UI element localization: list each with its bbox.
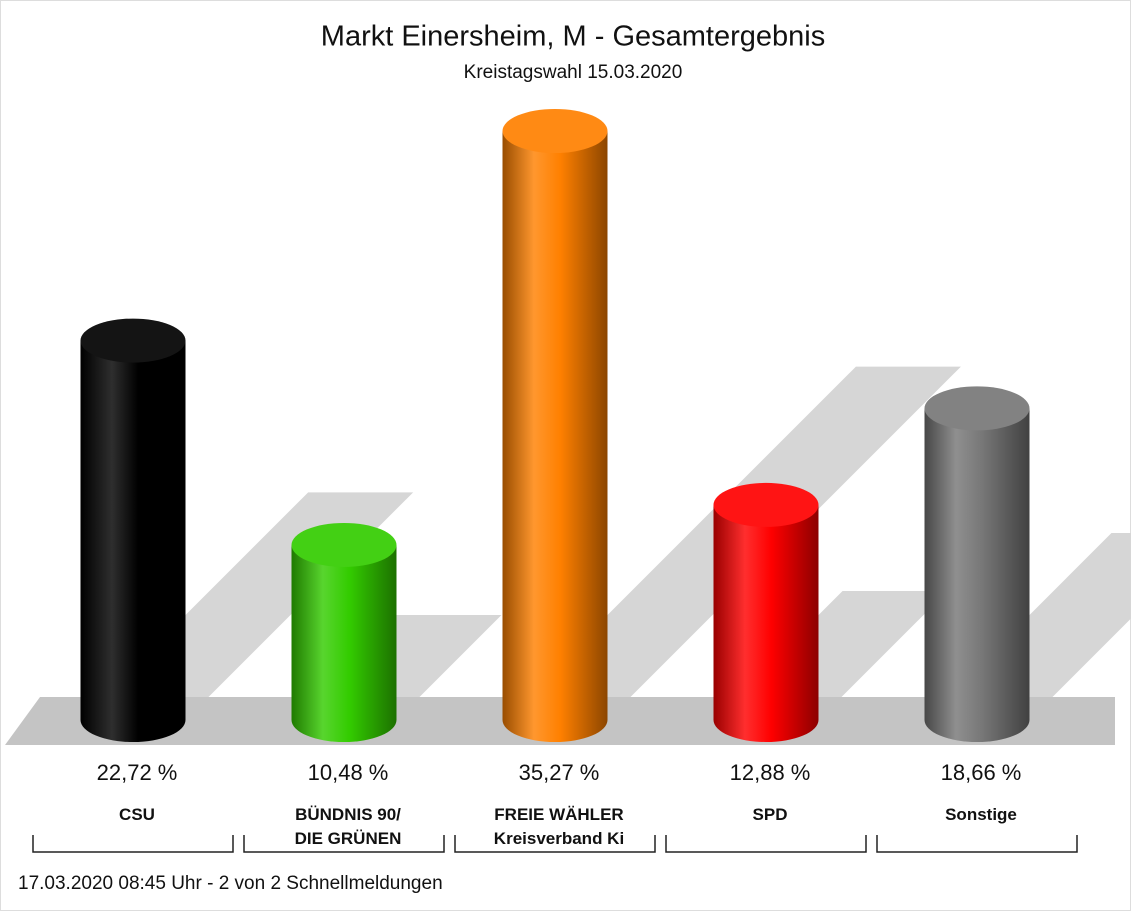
- category-bracket: [243, 835, 445, 853]
- bar: [502, 130, 608, 743]
- value-label: 10,48 %: [308, 760, 389, 785]
- value-label: 18,66 %: [941, 760, 1022, 785]
- bar: [924, 408, 1030, 742]
- chart-subtitle: Kreistagswahl 15.03.2020: [464, 62, 683, 83]
- category-label: Sonstige: [945, 805, 1017, 824]
- bar: [80, 340, 186, 742]
- bar-top: [291, 522, 397, 567]
- footer: 17.03.2020 08:45 Uhr - 2 von 2 Schnellme…: [18, 873, 443, 894]
- category-label: FREIE WÄHLER Kreisverband Ki: [493, 805, 625, 848]
- value-label: 12,88 %: [730, 760, 811, 785]
- category-bracket: [665, 835, 867, 853]
- bar-top: [80, 318, 186, 363]
- bar: [291, 544, 397, 742]
- category-bracket: [454, 835, 656, 853]
- category-bracket: [32, 835, 234, 853]
- bar-top: [924, 386, 1030, 431]
- value-label: 22,72 %: [97, 760, 178, 785]
- category-bracket: [876, 835, 1078, 853]
- bar-top: [713, 482, 819, 527]
- value-label: 35,27 %: [519, 760, 600, 785]
- category-label: BÜNDNIS 90/ DIE GRÜNEN: [294, 805, 402, 848]
- bar: [713, 504, 819, 742]
- bar-top: [502, 108, 608, 153]
- chart-title: Markt Einersheim, M - Gesamtergebnis: [321, 21, 825, 53]
- category-label: CSU: [119, 805, 155, 824]
- category-label: SPD: [752, 805, 788, 824]
